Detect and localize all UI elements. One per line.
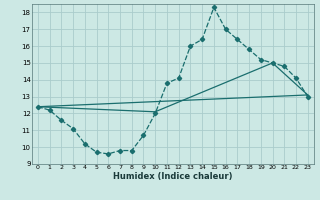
X-axis label: Humidex (Indice chaleur): Humidex (Indice chaleur)	[113, 172, 233, 181]
